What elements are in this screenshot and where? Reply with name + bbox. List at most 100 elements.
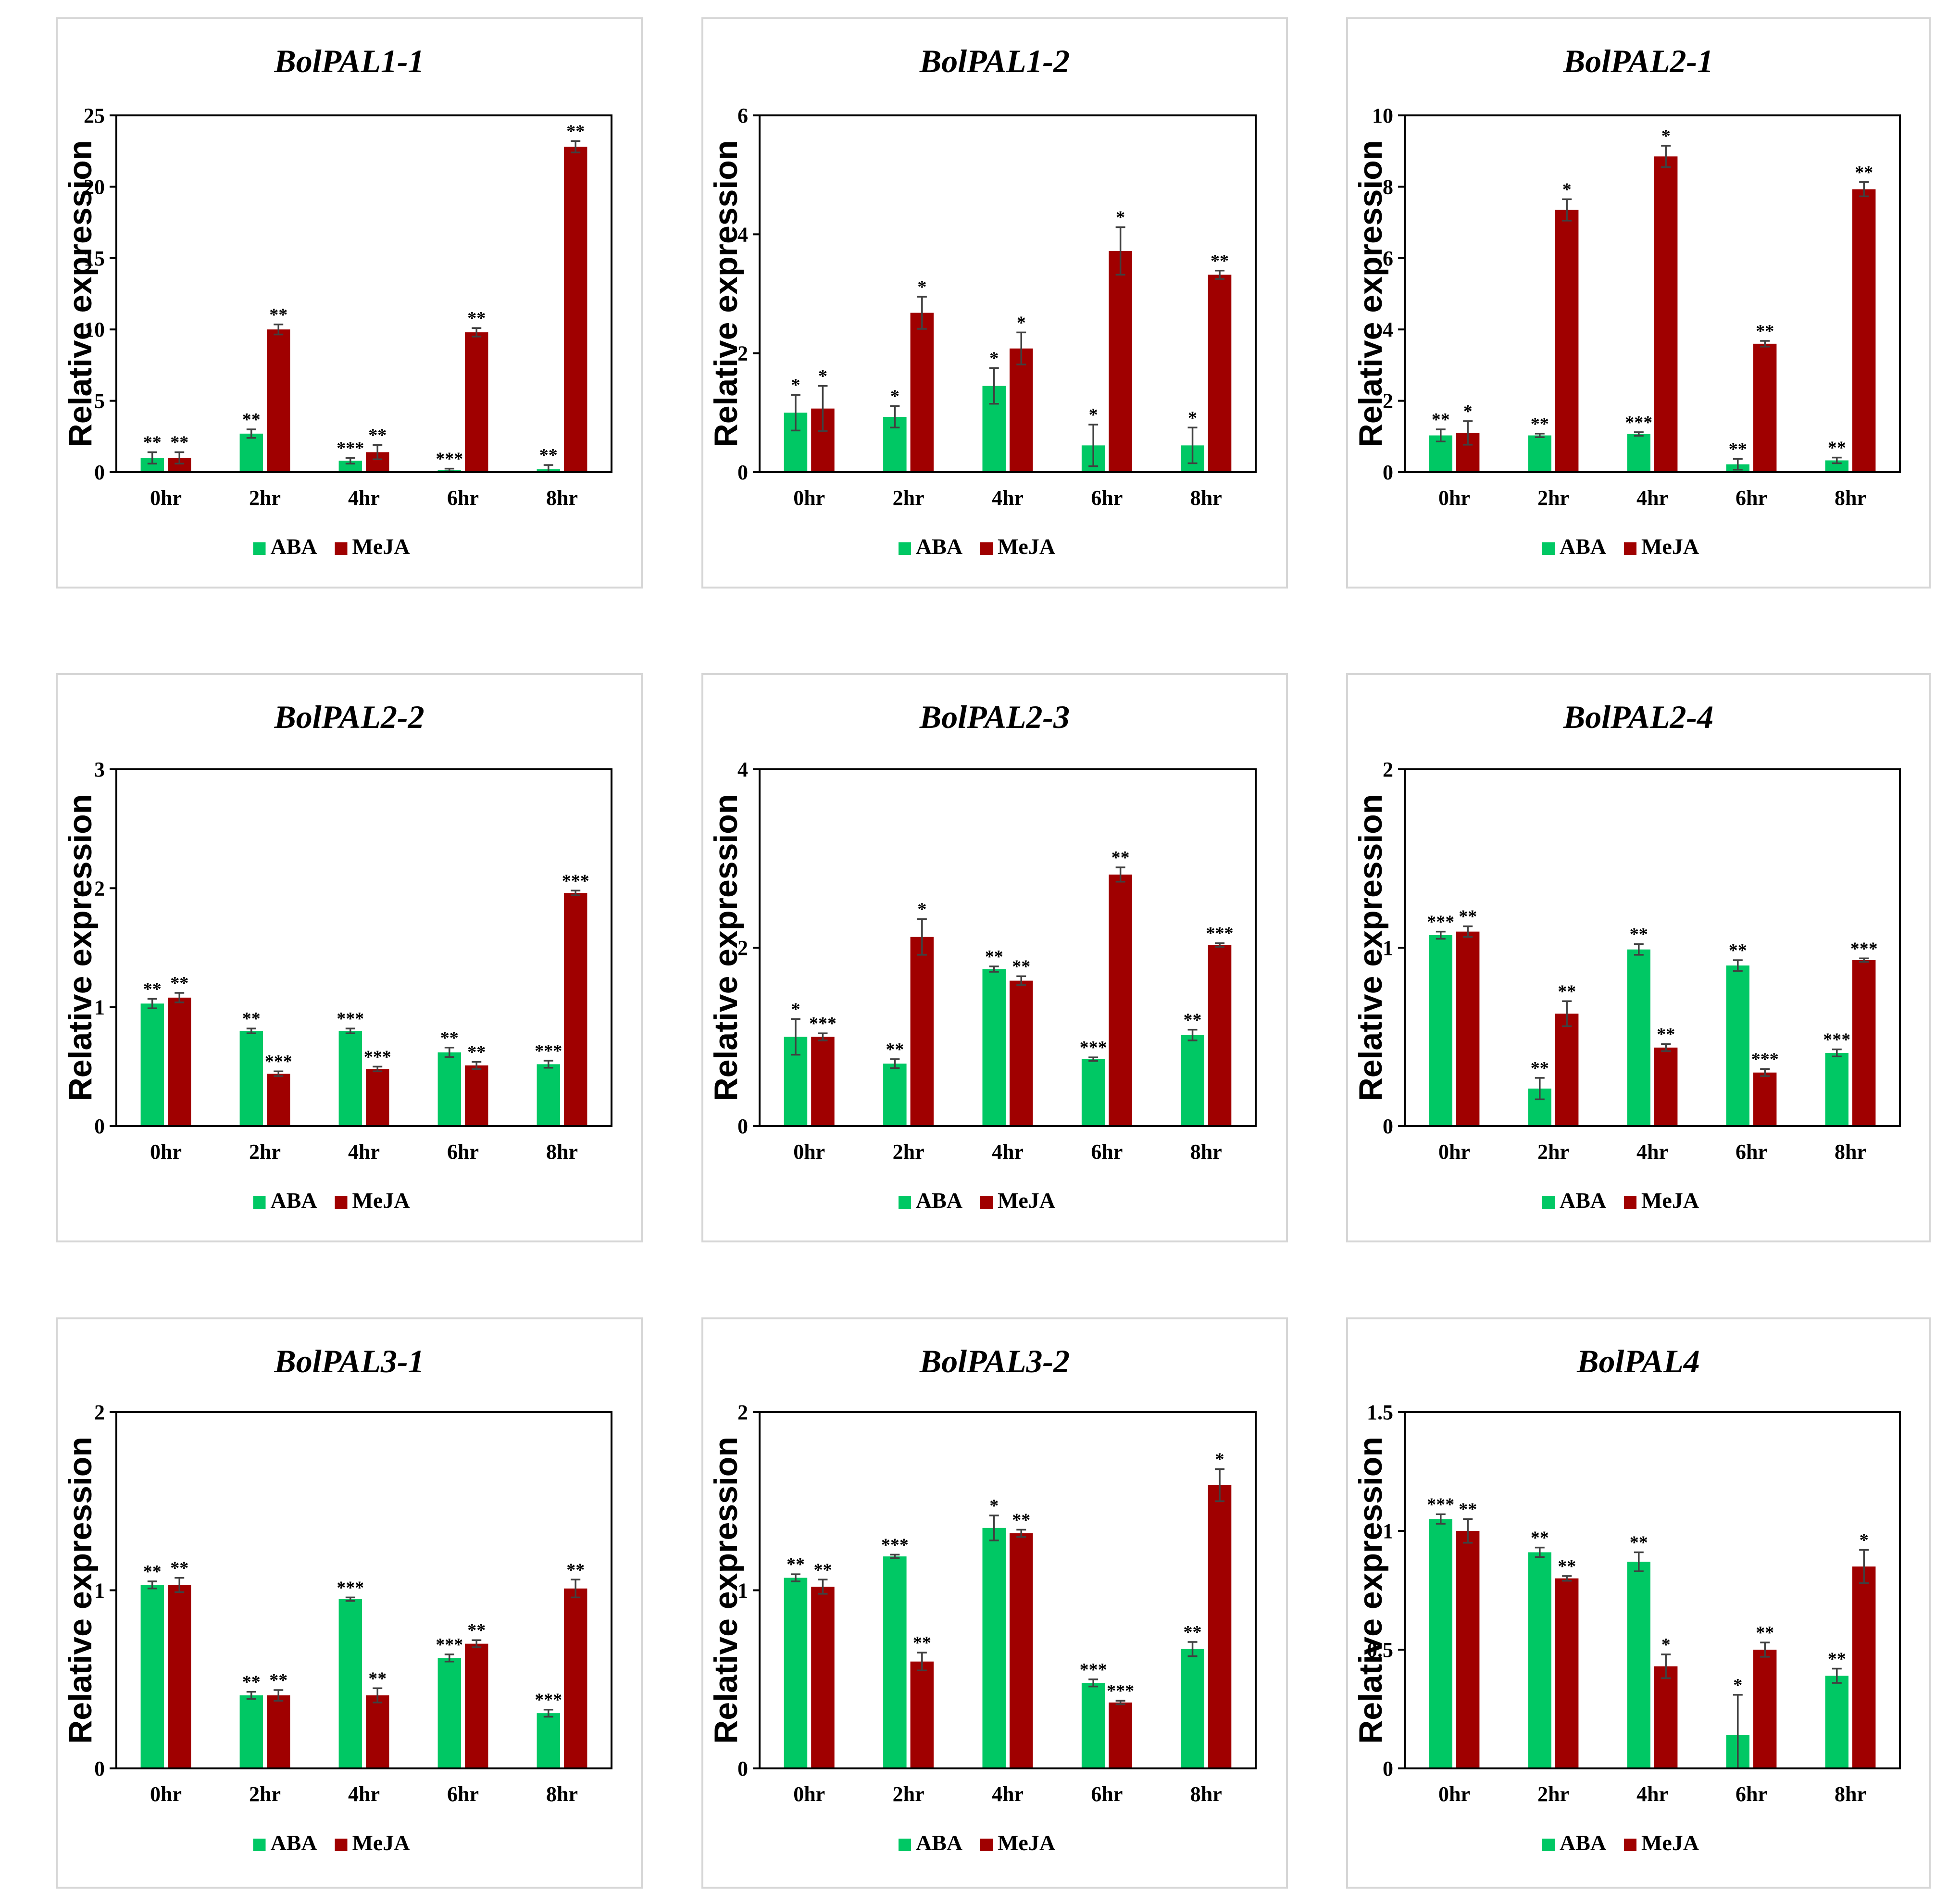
bar-meja-6hr bbox=[1109, 1702, 1132, 1768]
significance-label: ** bbox=[787, 1554, 805, 1575]
significance-label: *** bbox=[1206, 924, 1234, 944]
significance-label: * bbox=[818, 366, 827, 387]
x-tick-label: 8hr bbox=[1190, 1782, 1222, 1806]
significance-label: ** bbox=[170, 973, 188, 993]
significance-label: *** bbox=[535, 1041, 562, 1061]
y-tick-label: 4 bbox=[737, 758, 748, 781]
y-tick-label: 1 bbox=[94, 1579, 105, 1603]
significance-label: ** bbox=[813, 1560, 832, 1580]
significance-label: ** bbox=[1184, 1622, 1202, 1642]
bar-meja-0hr bbox=[811, 1037, 835, 1126]
significance-label: * bbox=[1188, 408, 1197, 428]
bar-meja-4hr bbox=[1654, 1666, 1678, 1768]
y-tick-label: 4 bbox=[737, 223, 748, 246]
y-tick-label: 4 bbox=[1383, 318, 1393, 341]
panel-frame bbox=[701, 17, 1288, 589]
significance-label: *** bbox=[436, 449, 463, 469]
significance-label: ** bbox=[368, 426, 387, 446]
y-tick-label: 1 bbox=[94, 996, 105, 1019]
significance-label: ** bbox=[467, 308, 486, 328]
bar-aba-2hr bbox=[239, 1695, 263, 1768]
legend-swatch-meja bbox=[335, 1839, 348, 1851]
bar-aba-4hr bbox=[338, 1031, 362, 1126]
significance-label: ** bbox=[1184, 1010, 1202, 1030]
chart-title: BolPAL2-1 bbox=[1563, 43, 1713, 79]
bar-meja-4hr bbox=[366, 1695, 389, 1768]
significance-label: * bbox=[1661, 126, 1671, 146]
x-tick-label: 8hr bbox=[546, 1782, 578, 1806]
legend-label: ABA bbox=[916, 1830, 962, 1855]
significance-label: * bbox=[1116, 207, 1125, 227]
significance-label: ** bbox=[566, 1560, 585, 1580]
significance-label: ** bbox=[242, 410, 261, 430]
significance-label: ** bbox=[1558, 1556, 1576, 1577]
y-tick-label: 20 bbox=[84, 175, 105, 199]
significance-label: ** bbox=[985, 947, 1003, 967]
significance-label: ** bbox=[143, 979, 162, 999]
y-tick-label: 2 bbox=[737, 1401, 748, 1424]
x-tick-label: 6hr bbox=[447, 1782, 479, 1806]
y-axis-label: Relative expression bbox=[708, 1437, 744, 1744]
bar-aba-8hr bbox=[1825, 1676, 1848, 1768]
significance-label: ** bbox=[1729, 940, 1747, 961]
plot-area bbox=[759, 1411, 1257, 1769]
bar-aba-6hr bbox=[437, 1052, 461, 1126]
bar-meja-8hr bbox=[1852, 189, 1876, 472]
legend-swatch-meja bbox=[980, 1196, 993, 1209]
bar-meja-6hr bbox=[465, 1065, 488, 1126]
plot-area bbox=[1404, 114, 1901, 473]
bar-aba-8hr bbox=[1825, 1052, 1848, 1126]
chart-title: BolPAL3-1 bbox=[274, 1343, 424, 1379]
significance-label: * bbox=[989, 1496, 999, 1516]
significance-label: *** bbox=[881, 1535, 909, 1555]
significance-label: *** bbox=[337, 1009, 364, 1029]
y-axis-label: Relative expression bbox=[1352, 140, 1389, 448]
significance-label: *** bbox=[1080, 1660, 1107, 1680]
legend-label: MeJA bbox=[998, 1188, 1055, 1213]
significance-label: *** bbox=[809, 1014, 837, 1034]
bar-aba-4hr bbox=[1627, 949, 1650, 1126]
x-tick-label: 6hr bbox=[1736, 486, 1767, 510]
significance-label: *** bbox=[364, 1047, 391, 1067]
legend-label: ABA bbox=[916, 1188, 962, 1213]
legend-label: MeJA bbox=[352, 1830, 410, 1855]
bar-meja-2hr bbox=[267, 1695, 290, 1768]
bar-meja-6hr bbox=[465, 1643, 488, 1768]
bar-aba-2hr bbox=[239, 433, 263, 472]
y-axis-label: Relative expression bbox=[708, 140, 744, 448]
legend-swatch-aba bbox=[1542, 1196, 1555, 1209]
x-tick-label: 0hr bbox=[793, 1782, 825, 1806]
significance-label: * bbox=[1215, 1450, 1224, 1470]
legend-label: ABA bbox=[1560, 534, 1606, 559]
y-tick-label: 6 bbox=[1383, 247, 1393, 270]
y-tick-label: 0 bbox=[94, 1757, 105, 1780]
y-tick-label: 2 bbox=[737, 342, 748, 365]
y-tick-label: 0 bbox=[737, 1757, 748, 1780]
x-tick-label: 4hr bbox=[992, 1140, 1024, 1164]
x-tick-label: 4hr bbox=[1636, 486, 1668, 510]
legend-swatch-aba bbox=[1542, 1839, 1555, 1851]
x-tick-label: 6hr bbox=[1091, 1782, 1123, 1806]
legend-swatch-meja bbox=[1624, 1196, 1636, 1209]
chart-title: BolPAL1-2 bbox=[919, 43, 1070, 79]
bar-aba-6hr bbox=[1726, 965, 1749, 1126]
y-tick-label: 0 bbox=[94, 1115, 105, 1138]
significance-label: ** bbox=[1558, 981, 1576, 1002]
bar-meja-2hr bbox=[267, 329, 290, 472]
significance-label: ** bbox=[1657, 1024, 1675, 1044]
x-tick-label: 4hr bbox=[1636, 1782, 1668, 1806]
x-tick-label: 4hr bbox=[992, 486, 1024, 510]
significance-label: *** bbox=[1107, 1681, 1134, 1701]
significance-label: * bbox=[1017, 313, 1026, 333]
bar-aba-4hr bbox=[1627, 434, 1650, 472]
plot-area bbox=[759, 768, 1257, 1127]
significance-label: * bbox=[917, 277, 926, 297]
legend-label: MeJA bbox=[1641, 1188, 1699, 1213]
significance-label: * bbox=[890, 387, 899, 407]
bar-meja-2hr bbox=[1555, 1578, 1579, 1768]
bar-aba-0hr bbox=[1429, 935, 1452, 1126]
x-tick-label: 0hr bbox=[793, 486, 825, 510]
significance-label: ** bbox=[1012, 1510, 1030, 1530]
bar-aba-2hr bbox=[239, 1031, 263, 1126]
